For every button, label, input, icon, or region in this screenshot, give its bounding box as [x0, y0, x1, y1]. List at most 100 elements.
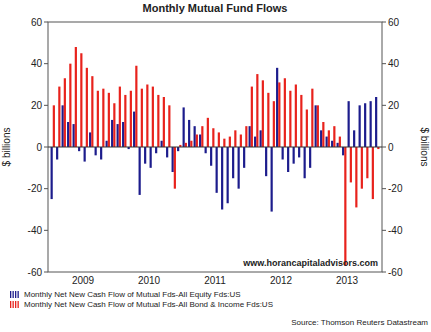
bar [287, 147, 289, 172]
y2-tick [382, 272, 386, 273]
bar [328, 130, 330, 147]
bar [229, 137, 231, 147]
bar [122, 122, 124, 147]
bar [196, 135, 198, 148]
bar [73, 124, 75, 147]
bar [238, 147, 240, 189]
bar [245, 126, 247, 147]
y-tick [44, 105, 48, 106]
bar [337, 143, 339, 147]
bar [102, 89, 104, 147]
bar [53, 105, 55, 147]
bar [311, 89, 313, 147]
bar [273, 101, 275, 147]
y2-tick-label: -40 [388, 225, 403, 236]
background [0, 0, 431, 332]
x-tick-label: 2010 [138, 275, 161, 286]
bar [234, 130, 236, 147]
bar [58, 87, 60, 147]
bar [254, 137, 256, 147]
y-tick-label: -20 [28, 183, 43, 194]
bar [86, 68, 88, 147]
bar [260, 130, 262, 147]
y2-tick [382, 188, 386, 189]
bar [141, 89, 143, 147]
y2-axis-title: $ billions [419, 128, 430, 167]
y2-tick-label: -60 [388, 267, 403, 278]
y-tick-label: -60 [28, 267, 43, 278]
y2-tick-label: 20 [388, 100, 400, 111]
y2-tick [382, 230, 386, 231]
y-tick-label: 60 [31, 17, 43, 28]
y2-tick [382, 105, 386, 106]
bar [152, 87, 154, 147]
y-tick [44, 147, 48, 148]
legend-label: Monthly Net New Cash Flow of Mutual Fds-… [24, 290, 241, 299]
bar [293, 147, 295, 164]
bar [218, 132, 220, 147]
y-tick-label: -40 [28, 225, 43, 236]
y2-tick-label: 60 [388, 17, 400, 28]
bar [168, 105, 170, 147]
bar [205, 147, 207, 153]
bar [100, 147, 102, 160]
bar [359, 105, 361, 147]
bar [364, 103, 366, 147]
bar [144, 147, 146, 164]
bar [355, 147, 357, 207]
bar [331, 141, 333, 147]
y-tick [44, 272, 48, 273]
bar [326, 137, 328, 147]
x-tick-label: 2011 [204, 275, 226, 286]
bar [262, 80, 264, 147]
bar [240, 135, 242, 148]
bar [183, 107, 185, 147]
y2-tick-label: 0 [388, 142, 394, 153]
y2-tick-label: -20 [388, 183, 403, 194]
bar [188, 120, 190, 147]
bar [278, 82, 280, 147]
bar [295, 85, 297, 148]
bar [108, 93, 110, 147]
title: Monthly Mutual Fund Flows [143, 2, 288, 14]
legend-icon [13, 301, 14, 308]
bar [194, 126, 196, 147]
x-tick-label: 2013 [336, 275, 359, 286]
bar [119, 87, 121, 147]
bar [375, 97, 377, 147]
bar [265, 147, 267, 176]
bar [322, 122, 324, 147]
y2-tick-label: 40 [388, 58, 400, 69]
bar [210, 147, 212, 166]
bar [366, 147, 368, 178]
bar [135, 66, 137, 147]
bar [348, 101, 350, 147]
y-tick-label: 0 [36, 142, 42, 153]
y-tick [44, 230, 48, 231]
y-tick [44, 22, 48, 23]
bar [174, 147, 176, 189]
bar [361, 147, 363, 189]
bar [146, 85, 148, 148]
bar [113, 103, 115, 147]
bar [172, 147, 174, 172]
bar [306, 110, 308, 148]
legend-icon [10, 291, 11, 298]
bar [67, 122, 69, 147]
legend-icon [13, 291, 14, 298]
bar [350, 147, 352, 182]
bar [298, 147, 300, 157]
bar [315, 105, 317, 147]
bar [69, 64, 71, 147]
bar [150, 147, 152, 168]
bar [370, 101, 372, 147]
bar [339, 137, 341, 147]
bar [155, 147, 157, 153]
bar [78, 147, 80, 151]
bar [84, 147, 86, 162]
bar [216, 147, 218, 193]
bar [161, 141, 163, 147]
y-tick-label: 40 [31, 58, 43, 69]
bar [139, 147, 141, 195]
bar [284, 78, 286, 147]
